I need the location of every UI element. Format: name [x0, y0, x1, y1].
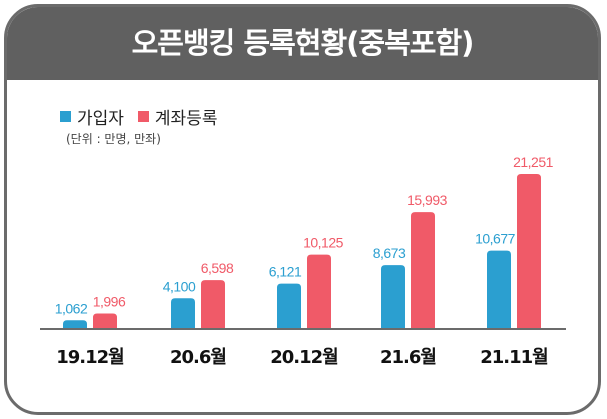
bar-subscribers	[63, 320, 87, 328]
chart-frame: 오픈뱅킹 등록현황(중복포함)	[4, 4, 601, 415]
x-tick-label: 19.12월	[56, 347, 124, 368]
legend: 가입자 계좌등록	[60, 104, 231, 129]
data-label-subscribers: 1,062	[55, 300, 88, 316]
data-label-accounts: 21,251	[513, 154, 554, 170]
bar-accounts	[517, 174, 541, 328]
bar-subscribers	[381, 265, 405, 328]
data-label-accounts: 6,598	[201, 260, 234, 276]
legend-label-subscribers: 가입자	[77, 109, 124, 129]
bar-subscribers	[277, 283, 301, 328]
legend-item-subscribers: 가입자	[60, 104, 124, 129]
data-label-accounts: 1,996	[93, 294, 126, 310]
legend-item-accounts: 계좌등록	[137, 104, 218, 129]
bar-accounts	[411, 212, 435, 328]
data-label-subscribers: 4,100	[163, 278, 196, 294]
data-label-subscribers: 6,121	[269, 264, 302, 280]
bar-subscribers	[171, 298, 195, 328]
x-tick-label: 21.11월	[480, 347, 548, 368]
bar-accounts	[93, 313, 117, 328]
legend-swatch-accounts	[137, 111, 149, 122]
bar-subscribers	[487, 250, 511, 328]
legend-label-accounts: 계좌등록	[154, 109, 218, 129]
data-label-subscribers: 8,673	[373, 245, 406, 261]
data-label-accounts: 15,993	[407, 192, 448, 208]
data-label-subscribers: 10,677	[475, 231, 516, 247]
unit-note: (단위 : 만명, 만좌)	[66, 132, 161, 146]
data-label-accounts: 10,125	[303, 235, 344, 251]
x-tick-label: 21.6월	[380, 347, 436, 368]
bar-accounts	[201, 280, 225, 328]
x-tick-label: 20.12월	[270, 347, 338, 368]
x-tick-label: 20.6월	[170, 347, 226, 368]
chart-title: 오픈뱅킹 등록현황(중복포함)	[7, 7, 598, 80]
legend-swatch-subscribers	[60, 111, 71, 122]
bar-accounts	[307, 254, 331, 328]
